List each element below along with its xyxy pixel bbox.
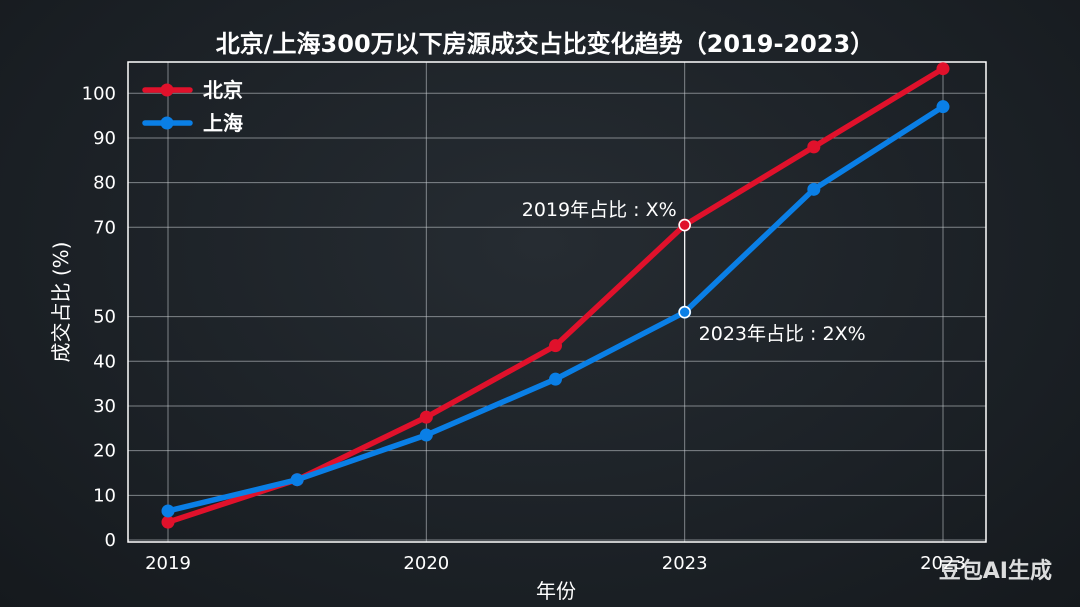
data-point-北京: [549, 339, 562, 353]
chart-title: 北京/上海300万以下房源成交占比变化趋势（2019-2023）: [216, 30, 874, 58]
data-point-上海: [936, 100, 950, 114]
x-tick-label: 2020: [403, 553, 449, 574]
x-tick-label: 2019: [145, 553, 191, 574]
annotation-label: 2023年占比 : 2X%: [699, 323, 866, 345]
annotation-label: 2019年占比 : X%: [522, 199, 677, 221]
data-point-上海: [290, 473, 304, 487]
y-tick-label: 90: [93, 128, 116, 149]
y-tick-label: 50: [93, 307, 116, 328]
series-layer: [161, 62, 950, 529]
grid: [128, 62, 986, 542]
y-tick-label: 30: [93, 396, 116, 417]
x-axis-label: 年份: [536, 579, 576, 603]
annotations: 2019年占比 : X% 2023年占比 : 2X%: [522, 199, 866, 345]
legend-marker-上海: [160, 116, 174, 130]
data-point-上海: [549, 372, 562, 386]
y-tick-label: 10: [93, 485, 116, 506]
data-point-北京: [419, 410, 433, 424]
y-tick-label: 40: [93, 351, 116, 372]
y-tick-label: 20: [93, 441, 116, 462]
legend-label-上海: 上海: [203, 111, 243, 135]
annotation-marker: [678, 305, 691, 319]
y-axis-label: 成交占比 (%): [49, 242, 73, 363]
series-line-北京: [165, 65, 946, 525]
annotation-marker: [678, 218, 691, 232]
y-tick-label: 100: [82, 83, 116, 104]
data-point-北京: [936, 62, 950, 76]
plot-frame: [127, 61, 987, 543]
watermark: 豆包AI生成: [939, 558, 1052, 584]
x-axis-ticks: 2019 2020 2023 2023: [145, 553, 966, 574]
x-tick-label: 2023: [920, 553, 966, 574]
y-tick-label: 80: [93, 173, 116, 194]
data-point-上海: [807, 182, 821, 196]
legend-label-北京: 北京: [203, 78, 243, 102]
x-tick-label: 2023: [662, 553, 708, 574]
y-axis-ticks: 0 10 20 30 40 50 70 80 90 100: [82, 83, 116, 551]
data-point-上海: [419, 428, 433, 442]
y-tick-label: 70: [93, 217, 116, 238]
data-point-北京: [161, 515, 175, 529]
y-tick-label: 0: [105, 530, 116, 551]
data-point-北京: [807, 140, 821, 154]
legend-marker-北京: [160, 83, 174, 97]
data-point-上海: [161, 504, 175, 518]
